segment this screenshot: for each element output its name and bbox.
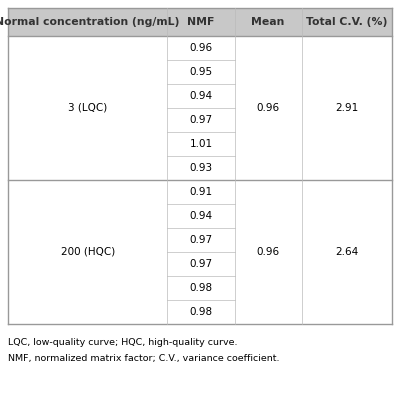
Text: LQC, low-quality curve; HQC, high-quality curve.: LQC, low-quality curve; HQC, high-qualit…: [8, 338, 238, 347]
Text: 2.91: 2.91: [335, 103, 358, 113]
Text: Normal concentration (ng/mL): Normal concentration (ng/mL): [0, 17, 180, 27]
Text: 0.93: 0.93: [189, 163, 212, 173]
Text: 0.95: 0.95: [189, 67, 212, 77]
Text: Total C.V. (%): Total C.V. (%): [306, 17, 388, 27]
Text: 0.97: 0.97: [189, 259, 212, 269]
Text: 2.64: 2.64: [335, 247, 358, 257]
Bar: [8, 180, 392, 324]
Text: 0.96: 0.96: [256, 247, 280, 257]
Text: NMF, normalized matrix factor; C.V., variance coefficient.: NMF, normalized matrix factor; C.V., var…: [8, 354, 280, 363]
Text: 0.96: 0.96: [189, 43, 212, 53]
Bar: [8, 36, 392, 180]
Bar: [8, 8, 392, 36]
Text: 0.97: 0.97: [189, 115, 212, 125]
Text: 0.94: 0.94: [189, 91, 212, 101]
Text: NMF: NMF: [187, 17, 215, 27]
Text: 200 (HQC): 200 (HQC): [60, 247, 115, 257]
Text: 0.98: 0.98: [189, 307, 212, 317]
Text: 0.98: 0.98: [189, 283, 212, 293]
Text: 0.94: 0.94: [189, 211, 212, 221]
Text: 0.91: 0.91: [189, 187, 212, 197]
Text: 0.96: 0.96: [256, 103, 280, 113]
Text: 1.01: 1.01: [189, 139, 212, 149]
Text: Mean: Mean: [252, 17, 285, 27]
Text: 3 (LQC): 3 (LQC): [68, 103, 107, 113]
Text: 0.97: 0.97: [189, 235, 212, 245]
